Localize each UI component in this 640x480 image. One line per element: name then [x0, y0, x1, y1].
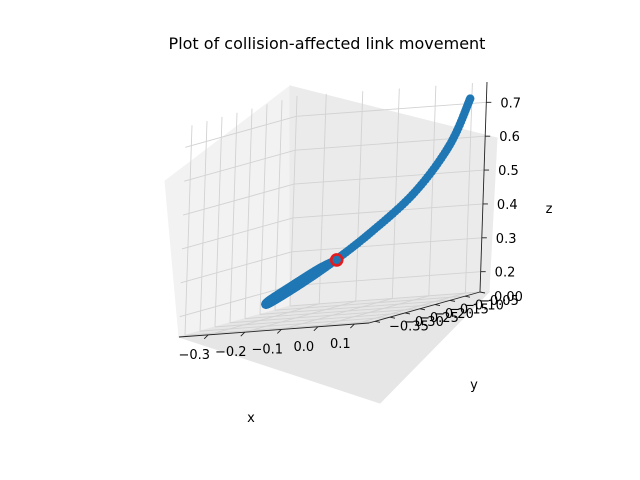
- y-axis-line: [368, 291, 481, 324]
- x-tick-label: −0.2: [215, 345, 247, 360]
- grid: [179, 83, 487, 336]
- y-gridline-side: [289, 95, 298, 307]
- x-tick-mark: [276, 329, 282, 334]
- x-tick-label: 0.1: [330, 337, 351, 352]
- x-gridline-floor: [208, 303, 320, 336]
- data-series: [261, 94, 475, 309]
- x-axis-line: [178, 322, 370, 338]
- z-gridline-side: [180, 251, 292, 284]
- z-gridline-side: [182, 183, 295, 216]
- x-gridline-back: [355, 91, 364, 302]
- y-gridline-floor: [274, 295, 466, 311]
- z-tick-label: 0.5: [498, 164, 519, 179]
- x-tick-label: −0.1: [252, 342, 284, 357]
- x-tick-mark: [350, 323, 355, 329]
- y-tick-label: −0.20: [434, 307, 474, 322]
- x-axis-label: x: [247, 411, 255, 426]
- z-gridline-side: [184, 149, 296, 182]
- y-gridline-side: [259, 104, 268, 315]
- z-gridline-back: [296, 101, 487, 117]
- y-gridline-floor: [199, 316, 391, 332]
- z-tick-label: 0.6: [499, 130, 520, 145]
- pane-floor: [177, 291, 491, 404]
- y-tick-mark: [419, 308, 426, 311]
- y-tick-mark: [479, 291, 486, 294]
- y-tick-label: −0.15: [449, 303, 489, 318]
- y-gridline-side: [184, 125, 193, 336]
- y-tick-label: 0.00: [494, 290, 523, 305]
- y-tick-mark: [434, 304, 441, 307]
- z-gridline-side: [179, 285, 291, 318]
- highlight-marker: [329, 253, 344, 267]
- z-gridline-side: [185, 115, 297, 148]
- y-tick-label: −0.35: [389, 319, 429, 334]
- y-gridline-floor: [229, 308, 421, 324]
- x-gridline-floor: [281, 298, 393, 330]
- y-tick-mark: [404, 312, 411, 315]
- y-gridline-floor: [244, 304, 436, 320]
- z-gridline-back: [290, 271, 481, 287]
- y-gridline-floor: [259, 299, 451, 315]
- y-gridline-side: [214, 116, 223, 327]
- x-gridline-floor: [244, 300, 356, 333]
- y-gridline-side: [274, 100, 283, 311]
- x-tick-mark: [203, 334, 209, 340]
- highlight-layer: [329, 253, 344, 267]
- y-tick-mark: [464, 295, 471, 298]
- y-axis-label: y: [470, 378, 478, 393]
- x-gridline-floor: [317, 295, 429, 328]
- axes-3d: −0.3 −0.2 −0.1 0.0 0.10.00−0.05−0.10−0.15−0.…: [164, 81, 523, 404]
- z-tick-label: 0.7: [500, 96, 521, 111]
- y-gridline-floor: [184, 320, 376, 336]
- z-gridline-back: [292, 203, 483, 219]
- y-tick-mark: [449, 299, 456, 302]
- y-tick-label: −0.05: [479, 294, 519, 309]
- x-gridline-floor: [354, 292, 466, 325]
- y-tick-mark: [389, 316, 396, 319]
- tick-labels: −0.3 −0.2 −0.1 0.0 0.10.00−0.05−0.10−0.15−0.…: [178, 96, 523, 363]
- axis-edges: [178, 81, 488, 338]
- x-gridline-back: [391, 88, 400, 299]
- y-tick-label: −0.30: [404, 315, 444, 330]
- x-tick-mark: [313, 326, 319, 332]
- z-gridline-side: [181, 217, 294, 250]
- y-gridline-floor: [289, 291, 481, 307]
- z-tick-label: 0.2: [495, 266, 516, 281]
- z-tick-label: 0.4: [497, 198, 518, 213]
- y-tick-label: −0.10: [464, 298, 504, 313]
- z-gridline-back: [294, 169, 485, 185]
- y-tick-mark: [374, 320, 381, 323]
- y-tick-label: −0.25: [419, 311, 459, 326]
- chart-title: Plot of collision-affected link movement: [169, 34, 486, 53]
- y-gridline-floor: [214, 312, 406, 328]
- x-gridline-back: [464, 83, 473, 294]
- y-gridline-side: [199, 121, 208, 332]
- y-gridline-side: [229, 112, 238, 323]
- z-gridline-back: [291, 237, 482, 253]
- x-tick-label: 0.0: [294, 340, 315, 355]
- x-tick-label: −0.3: [178, 348, 210, 363]
- y-gridline-side: [244, 108, 253, 319]
- z-axis-line: [479, 81, 488, 293]
- x-gridline-back: [428, 85, 437, 296]
- z-tick-label: 0.3: [496, 232, 517, 247]
- x-tick-mark: [240, 331, 246, 337]
- z-axis-label: z: [546, 202, 553, 217]
